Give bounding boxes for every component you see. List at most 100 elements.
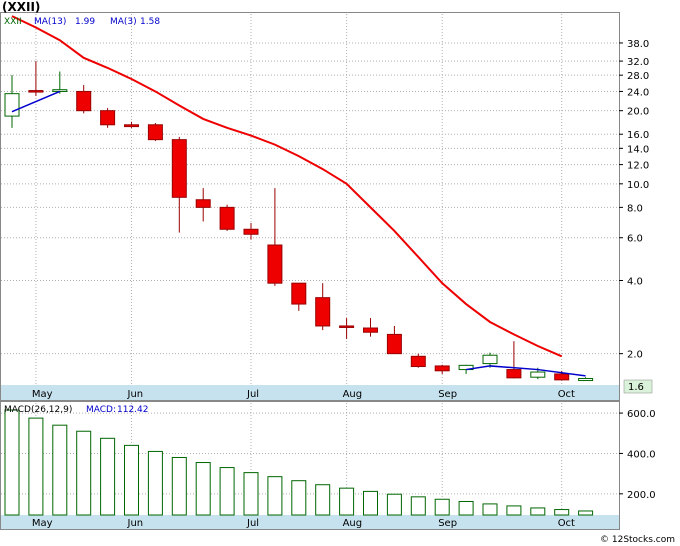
- macd-bar: [363, 490, 378, 516]
- candle-body: [506, 369, 522, 379]
- legend-ma3-label: MA(3): [110, 17, 137, 27]
- last-price-label: 1.6: [628, 382, 644, 393]
- price-grid: [1, 14, 619, 384]
- candle-body: [171, 139, 187, 198]
- candle-body: [28, 90, 44, 93]
- macd-bar: [458, 500, 474, 516]
- price-xtick-label: Jul: [246, 389, 259, 400]
- candle-body: [100, 110, 116, 126]
- macd-x-axis-band: [1, 515, 619, 529]
- candle-body: [219, 206, 235, 230]
- legend-ma13-value: 1.99: [75, 17, 95, 27]
- candle-body: [52, 89, 68, 92]
- price-ytick-label: 32.0: [627, 57, 649, 68]
- candle-body: [4, 93, 20, 117]
- price-xtick-label: Oct: [558, 389, 575, 400]
- macd-bar: [554, 509, 570, 516]
- macd-xtick-label: Jun: [127, 518, 144, 529]
- candle-body: [147, 124, 163, 141]
- watermark: © 12Stocks.com: [600, 535, 675, 545]
- price-x-axis: May Jun Jul Aug Sep Oct: [32, 389, 575, 400]
- macd-legend-label: MACD(26,12,9): [4, 405, 72, 415]
- candle-body: [363, 327, 378, 333]
- macd-bar: [52, 424, 68, 516]
- macd-y-axis: 600.0 400.0 200.0: [619, 409, 656, 501]
- candle-body: [386, 333, 402, 355]
- legend-ticker: XXII: [4, 17, 22, 27]
- price-ytick-label: 8.0: [627, 203, 643, 214]
- macd-bar: [434, 498, 450, 516]
- macd-legend: MACD(26,12,9) MACD: 112.42: [4, 405, 149, 415]
- macd-x-axis: May Jun Jul Aug Sep Oct: [32, 518, 575, 529]
- price-xtick-label: Aug: [343, 389, 363, 400]
- price-ytick-label: 20.0: [627, 107, 649, 118]
- macd-bar: [530, 507, 546, 516]
- candle-body: [410, 355, 426, 368]
- candle-body: [76, 90, 92, 112]
- macd-bar: [291, 480, 307, 516]
- price-xtick-label: Jun: [127, 389, 144, 400]
- macd-bar: [195, 462, 211, 516]
- macd-ytick-label: 600.0: [627, 409, 656, 420]
- macd-legend-value: 112.42: [117, 405, 149, 415]
- macd-ytick-label: 400.0: [627, 449, 656, 460]
- macd-bar: [410, 496, 426, 516]
- price-ytick-label: 2.0: [627, 350, 643, 361]
- price-xtick-label: May: [32, 389, 53, 400]
- price-legend: XXII MA(13) 1.99 MA(3) 1.58: [4, 17, 160, 27]
- price-ytick-label: 16.0: [627, 130, 649, 141]
- price-ytick-label: 14.0: [627, 144, 649, 155]
- macd-bar: [219, 467, 235, 516]
- price-ytick-label: 24.0: [627, 87, 649, 98]
- last-price-box: [623, 379, 653, 394]
- macd-bar: [386, 493, 402, 516]
- macd-bar: [506, 505, 522, 516]
- legend-ma3-value: 1.58: [140, 17, 160, 27]
- candle-body: [554, 373, 570, 381]
- macd-bar: [171, 456, 187, 516]
- candle-body: [195, 199, 211, 208]
- candle-body: [530, 371, 546, 378]
- price-ytick-label: 38.0: [627, 39, 649, 50]
- candle-body: [434, 365, 450, 372]
- price-xtick-label: Sep: [438, 389, 457, 400]
- macd-xtick-label: Jul: [246, 518, 259, 529]
- price-ytick-label: 4.0: [627, 277, 643, 288]
- candle-body: [291, 282, 307, 305]
- ma3-line-tail: [465, 365, 586, 377]
- ma13-line: [11, 15, 563, 358]
- macd-bar: [267, 476, 283, 516]
- price-x-axis-band: [1, 385, 619, 400]
- candle-body: [482, 354, 498, 365]
- candle-body: [124, 124, 139, 128]
- macd-bar: [315, 484, 331, 516]
- macd-legend-name: MACD:: [86, 405, 116, 415]
- ma3-line-head: [11, 90, 61, 113]
- macd-bar: [339, 487, 355, 516]
- macd-bar: [4, 409, 20, 516]
- macd-panel: [0, 401, 620, 530]
- price-panel: [0, 12, 620, 401]
- macd-bar: [124, 444, 139, 516]
- macd-bar: [578, 510, 594, 516]
- price-ytick-label: 28.0: [627, 71, 649, 82]
- macd-bars: [4, 409, 594, 516]
- macd-xtick-label: Aug: [343, 518, 363, 529]
- macd-xtick-label: Oct: [558, 518, 575, 529]
- macd-ytick-label: 200.0: [627, 490, 656, 501]
- candle-body: [339, 325, 355, 328]
- macd-xtick-label: May: [32, 518, 53, 529]
- price-ytick-label: 12.0: [627, 161, 649, 172]
- candle-body: [267, 244, 283, 284]
- candle-body: [243, 228, 259, 235]
- legend-ma13-label: MA(13): [34, 17, 66, 27]
- candle-body: [315, 297, 331, 327]
- price-y-axis: 38.0 32.0 28.0 24.0 20.0 16.0 14.0 12.0 10.0 8.0 6…: [619, 39, 649, 361]
- price-ytick-label: 6.0: [627, 234, 643, 245]
- macd-bar: [147, 450, 163, 516]
- macd-bar: [28, 417, 44, 516]
- macd-bar: [100, 437, 116, 516]
- price-ytick-label: 10.0: [627, 180, 649, 191]
- chart-title: (XXII): [2, 0, 40, 14]
